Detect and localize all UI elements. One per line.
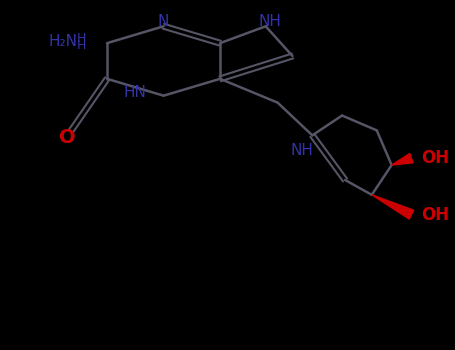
Text: NH: NH bbox=[258, 14, 281, 29]
Polygon shape bbox=[392, 153, 413, 165]
Text: H: H bbox=[76, 32, 86, 45]
Text: N: N bbox=[158, 14, 169, 29]
Text: H₂N: H₂N bbox=[48, 34, 77, 49]
Text: H: H bbox=[76, 38, 86, 51]
Text: HN: HN bbox=[124, 85, 147, 100]
Text: NH: NH bbox=[291, 143, 314, 158]
Text: OH: OH bbox=[421, 206, 450, 224]
Text: O: O bbox=[59, 128, 76, 147]
Polygon shape bbox=[372, 195, 414, 219]
Text: OH: OH bbox=[421, 149, 450, 167]
